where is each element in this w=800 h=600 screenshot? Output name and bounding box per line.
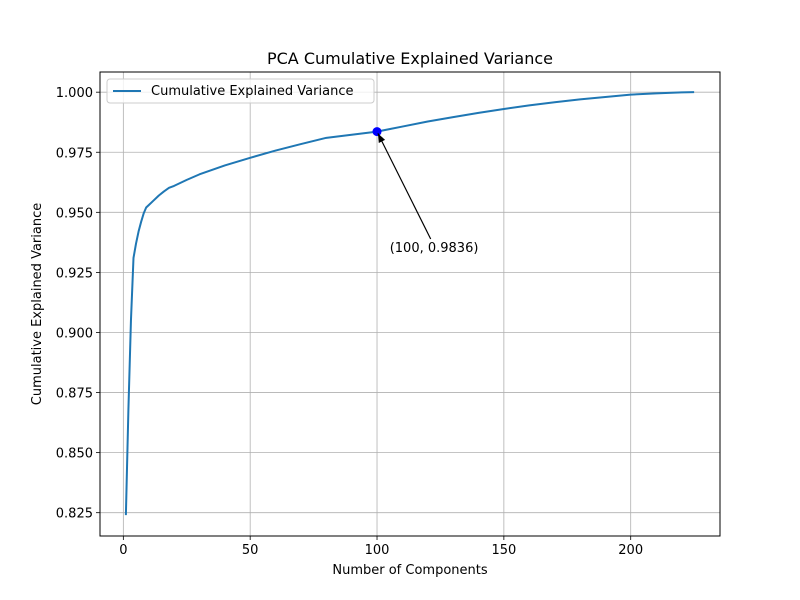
y-tick-label: 0.825 (56, 507, 93, 522)
plot-area (99, 71, 721, 537)
annotation-arrow (377, 133, 432, 240)
y-tick-label: 0.850 (56, 447, 93, 462)
x-axis-ticks: 0 50 100 150 200 (119, 536, 643, 558)
series-line (124, 91, 695, 516)
x-tick-label: 100 (365, 543, 390, 558)
y-tick-label: 0.875 (56, 387, 93, 402)
x-tick-label: 50 (242, 543, 259, 558)
highlight-point (372, 127, 382, 137)
series-layer (124, 91, 695, 516)
grid-lines (100, 72, 720, 536)
legend-label: Cumulative Explained Variance (151, 84, 353, 99)
annotation-layer: (100, 0.9836) (372, 127, 479, 256)
annotation-label: (100, 0.9836) (390, 241, 479, 256)
y-tick-label: 0.900 (56, 326, 93, 341)
y-tick-label: 0.975 (56, 146, 93, 161)
y-tick-label: 0.950 (56, 206, 93, 221)
y-axis-ticks: 0.825 0.850 0.875 0.900 0.925 0.950 0.975 1.000 (56, 86, 100, 522)
y-tick-label: 0.925 (56, 266, 93, 281)
x-tick-label: 0 (119, 543, 127, 558)
chart-title: PCA Cumulative Explained Variance (267, 49, 553, 68)
x-tick-label: 150 (491, 543, 516, 558)
legend-box (106, 78, 375, 104)
x-tick-label: 200 (618, 543, 643, 558)
y-tick-label: 1.000 (56, 86, 93, 101)
legend: Cumulative Explained Variance (106, 78, 375, 104)
x-axis-title: Number of Components (332, 563, 487, 578)
y-axis-title: Cumulative Explained Variance (30, 203, 45, 405)
annotation-arrowhead (377, 133, 386, 143)
